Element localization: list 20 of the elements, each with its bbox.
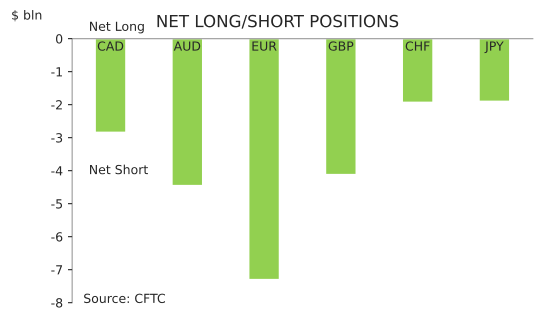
text: Net Long [90, 22, 144, 34]
chart-title: NET LONG/SHORT POSITIONS [157, 14, 398, 29]
x-tick-label: CAD [98, 41, 124, 51]
y-tick-label: -6 [51, 232, 62, 242]
x-tick-label: CHF [406, 41, 430, 51]
y-tick-label: -1 [51, 67, 62, 76]
x-tick-label: GBP [328, 41, 354, 51]
x-tick-label: JPY [484, 42, 504, 54]
x-tick-label: EUR [252, 42, 277, 51]
annotation: Net Short [90, 164, 148, 174]
y-tick-label: -7 [51, 265, 62, 274]
y-tick-label: -4 [51, 166, 62, 176]
y-tick-label: -5 [51, 199, 62, 209]
y-tick-label: -3 [51, 133, 62, 143]
x-tick-label: AUD [174, 42, 200, 51]
y-axis-title: $ bln [12, 10, 42, 22]
y-tick-label: -2 [51, 100, 62, 110]
y-tick-label: -8 [51, 298, 62, 308]
annotation: Source: CFTC [84, 294, 166, 304]
y-tick-label: 0 [56, 34, 62, 44]
